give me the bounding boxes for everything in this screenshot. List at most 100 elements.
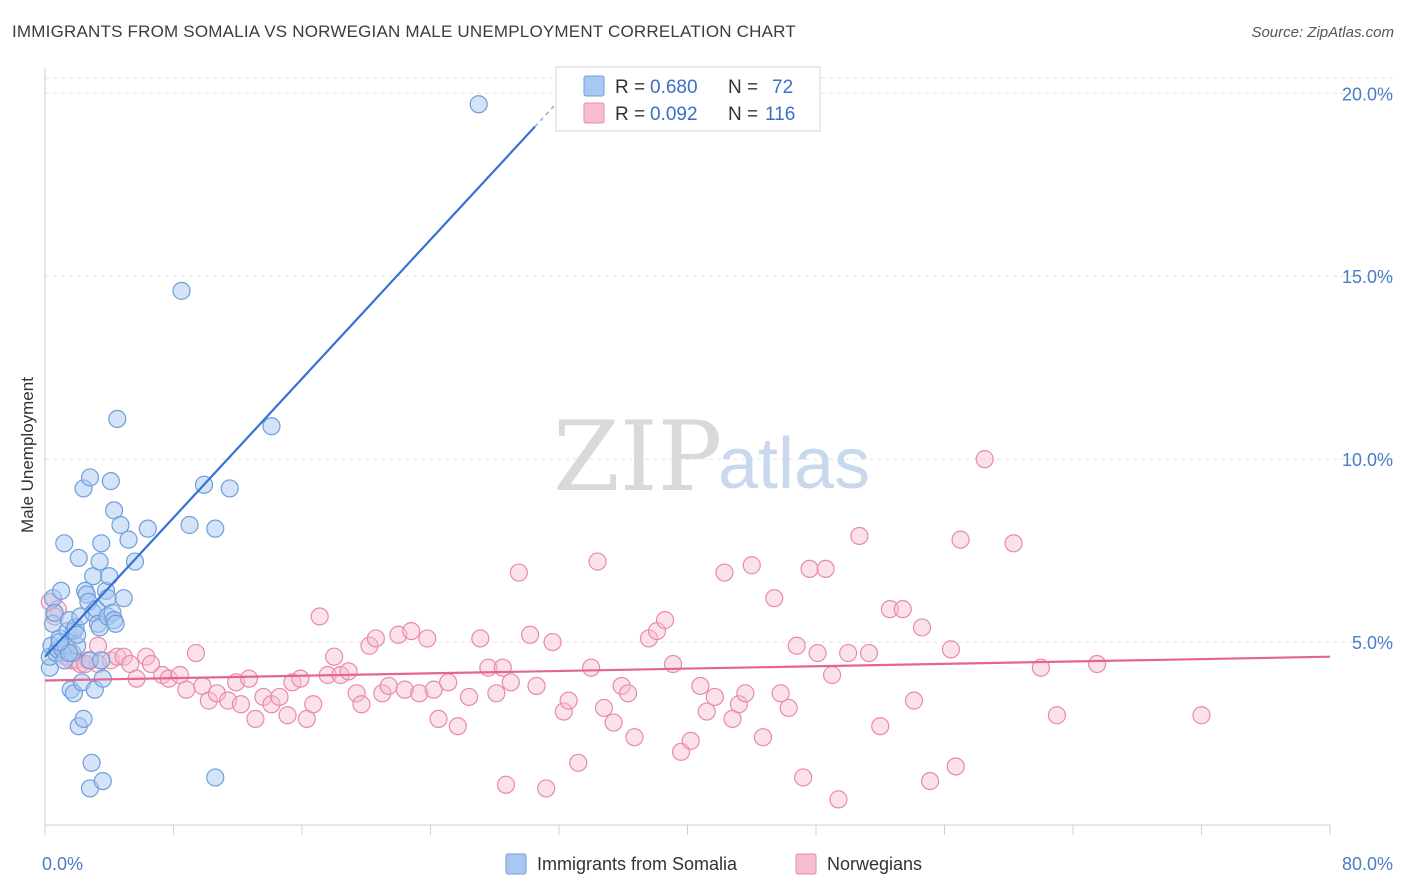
norwegian-points [40,450,1211,809]
norwegian-point [559,691,578,710]
norwegian-point [880,600,899,619]
norwegian-point [231,695,251,714]
norwegian-point [439,673,458,692]
norwegian-point [893,600,912,619]
somalia-point [69,548,88,568]
norwegian-point [347,684,366,703]
norwegian-point [339,662,358,681]
norwegian-point [822,665,842,685]
somalia-point [92,534,111,553]
norwegian-point [278,706,297,725]
source-credit: Source: ZipAtlas.com [1251,24,1394,41]
norwegian-point [582,658,601,677]
y-tick-label: 5.0% [1352,633,1393,653]
watermark: ZIP atlas [553,401,870,513]
somalia-point [262,417,281,436]
norwegian-point [569,753,588,772]
norwegian-point [951,530,970,549]
gridlines [45,77,1395,643]
y-tick-label: 20.0% [1342,84,1393,104]
legend-swatch-somalia [505,853,527,875]
norwegian-point [850,526,869,546]
somalia-point [138,519,157,538]
somalia-point [206,768,225,787]
norwegian-point [543,632,562,652]
norwegian-point [625,728,644,747]
norwegian-point [1192,706,1211,725]
norwegian-point [691,676,710,696]
norwegian-point [618,684,638,703]
stats-n-label: N = [728,77,758,98]
norwegian-point [310,607,329,626]
norwegian-point [946,757,965,776]
watermark-atlas: atlas [718,424,870,504]
norwegian-point [352,695,371,714]
norwegian-point [594,698,614,718]
legend-swatch-norwegian [795,853,817,875]
norwegian-point [1031,658,1050,677]
somalia-point [101,471,120,491]
somalia-point [206,519,225,538]
norwegian-point [520,625,540,644]
somalia-point [92,651,111,670]
stats-legend-swatch-somalia [583,75,605,97]
somalia-point [469,95,488,114]
somalia-point [114,589,133,608]
norwegian-point [612,676,631,696]
bottom-legend: Immigrants from Somalia Norwegians [505,853,922,875]
norwegian-point [496,775,516,794]
norwegian-point [975,450,994,469]
stats-r-label: R = [615,77,645,98]
somalia-point [80,468,100,487]
norwegian-point [816,559,835,579]
norwegian-point [779,698,798,718]
norwegian-point [765,589,784,608]
norwegian-point [395,680,414,699]
y-axis-label: Male Unemployment [18,377,37,533]
norwegian-point [537,779,556,798]
axes [44,68,1331,835]
norwegian-point [681,731,700,750]
tick-labels: 5.0% 10.0% 15.0% 20.0% 0.0% 80.0% [42,84,1393,874]
somalia-point [108,409,127,429]
somalia-point [51,581,71,600]
chart-title: IMMIGRANTS FROM SOMALIA VS NORWEGIAN MAL… [12,22,796,41]
norwegian-trendline [44,655,1331,682]
norwegian-point [742,556,761,575]
norwegian-point [418,629,437,648]
norwegian-point [697,702,716,721]
stats-n-value: 116 [765,104,795,125]
norwegian-point [366,629,385,648]
somalia-point [220,479,239,498]
somalia-point [125,552,145,571]
somalia-point [111,515,130,535]
norwegian-point [829,790,848,809]
norwegian-point [410,684,429,703]
norwegian-point [402,621,421,641]
norwegian-point [1004,534,1023,553]
y-tick-label: 10.0% [1342,450,1393,470]
somalia-point [55,534,74,553]
norwegian-point [186,643,206,663]
legend-label-somalia: Immigrants from Somalia [537,854,738,874]
norwegian-point [771,684,790,703]
x-tick-label: 0.0% [42,854,83,874]
stats-r-value: 0.680 [650,77,698,98]
norwegian-point [304,695,323,714]
norwegian-point [448,717,467,736]
somalia-point [106,614,125,633]
norwegian-point [912,618,932,637]
norwegian-point [787,636,806,655]
somalia-point [93,771,112,791]
somalia-point [119,530,138,549]
somalia-point [74,709,93,729]
norwegian-point [114,647,133,666]
norwegian-point [736,684,755,703]
norwegian-point [501,673,520,692]
norwegian-point [554,702,573,721]
norwegian-point [471,629,490,648]
somalia-points [40,95,488,798]
norwegian-point [487,684,506,703]
norwegian-point [941,640,961,659]
